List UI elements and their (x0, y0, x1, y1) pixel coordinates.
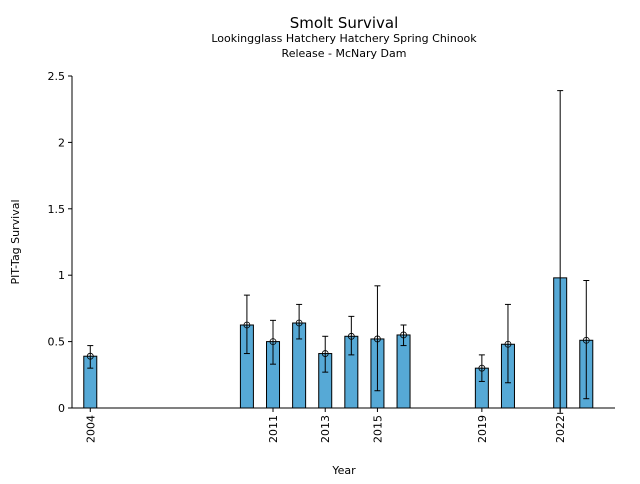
x-tick-label: 2004 (84, 415, 97, 443)
x-axis-label: Year (331, 464, 356, 477)
y-tick-label: 2.5 (48, 70, 66, 83)
y-tick-label: 2 (58, 136, 65, 149)
point-marker-2014 (347, 332, 355, 340)
chart-subtitle-line-1: Lookingglass Hatchery Hatchery Spring Ch… (211, 32, 477, 45)
y-tick-label: 1.5 (48, 203, 66, 216)
y-tick-label: 0.5 (48, 336, 66, 349)
point-marker-2012 (295, 319, 303, 327)
y-tick-label: 1 (58, 269, 65, 282)
y-axis-label: PIT-Tag Survival (9, 199, 22, 284)
point-marker-2011 (269, 338, 277, 346)
point-marker-2023 (582, 336, 590, 344)
chart-subtitle-line-2: Release - McNary Dam (282, 47, 407, 60)
point-marker-2010 (243, 321, 251, 329)
point-marker-2020 (504, 340, 512, 348)
x-tick-label: 2011 (267, 415, 280, 443)
point-marker-2015 (374, 335, 381, 343)
chart-title: Smolt Survival (290, 14, 399, 32)
x-tick-label: 2022 (554, 415, 567, 443)
point-marker-2019 (478, 364, 486, 372)
x-tick-label: 2015 (371, 415, 384, 443)
point-marker-2013 (321, 350, 329, 357)
x-tick-label: 2013 (319, 415, 332, 443)
point-marker-2016 (400, 331, 407, 339)
point-marker-2004 (86, 352, 94, 360)
x-tick-label: 2019 (476, 415, 489, 443)
y-tick-label: 0 (58, 402, 65, 415)
